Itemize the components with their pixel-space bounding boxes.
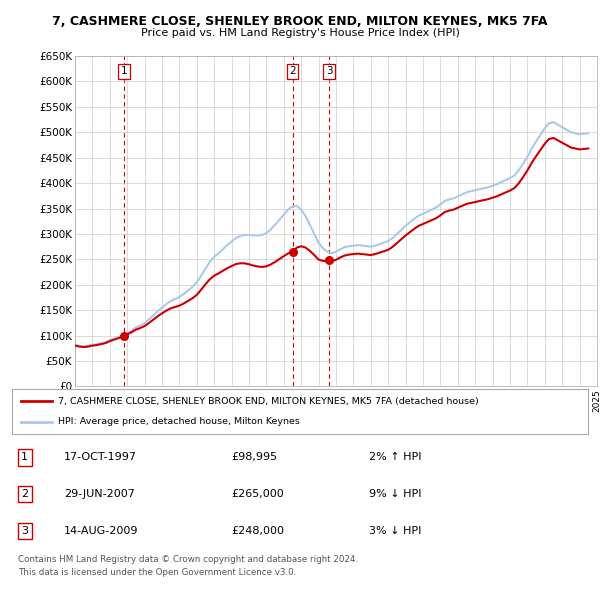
Text: 7, CASHMERE CLOSE, SHENLEY BROOK END, MILTON KEYNES, MK5 7FA: 7, CASHMERE CLOSE, SHENLEY BROOK END, MI… <box>52 15 548 28</box>
Text: 7, CASHMERE CLOSE, SHENLEY BROOK END, MILTON KEYNES, MK5 7FA (detached house): 7, CASHMERE CLOSE, SHENLEY BROOK END, MI… <box>58 397 479 406</box>
Text: 9% ↓ HPI: 9% ↓ HPI <box>369 489 422 499</box>
Text: Contains HM Land Registry data © Crown copyright and database right 2024.: Contains HM Land Registry data © Crown c… <box>18 555 358 563</box>
Text: 2: 2 <box>289 66 296 76</box>
Text: £265,000: £265,000 <box>231 489 284 499</box>
Text: 3: 3 <box>326 66 332 76</box>
Text: 1: 1 <box>21 453 28 463</box>
Text: HPI: Average price, detached house, Milton Keynes: HPI: Average price, detached house, Milt… <box>58 417 300 426</box>
Text: 2% ↑ HPI: 2% ↑ HPI <box>369 453 422 463</box>
Text: 29-JUN-2007: 29-JUN-2007 <box>64 489 135 499</box>
Text: 2: 2 <box>21 489 28 499</box>
Text: 14-AUG-2009: 14-AUG-2009 <box>64 526 139 536</box>
Text: 1: 1 <box>121 66 127 76</box>
Text: £248,000: £248,000 <box>231 526 284 536</box>
Text: 3: 3 <box>21 526 28 536</box>
Text: 3% ↓ HPI: 3% ↓ HPI <box>369 526 421 536</box>
Text: Price paid vs. HM Land Registry's House Price Index (HPI): Price paid vs. HM Land Registry's House … <box>140 28 460 38</box>
Text: 17-OCT-1997: 17-OCT-1997 <box>64 453 137 463</box>
Text: This data is licensed under the Open Government Licence v3.0.: This data is licensed under the Open Gov… <box>18 568 296 576</box>
Text: £98,995: £98,995 <box>231 453 277 463</box>
